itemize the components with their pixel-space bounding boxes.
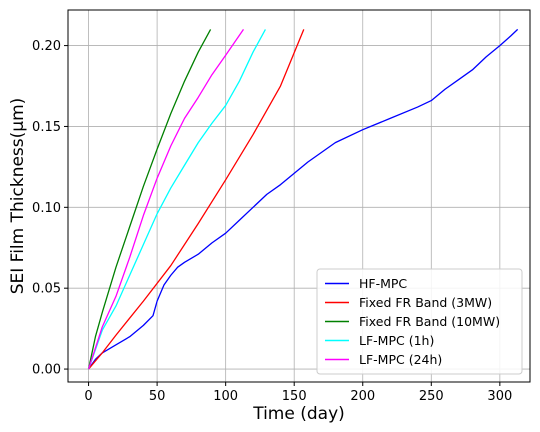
legend-frame xyxy=(316,268,523,375)
legend-label: Fixed FR Band (3MW) xyxy=(359,295,492,310)
series-group xyxy=(87,28,519,370)
plot-frame xyxy=(67,9,531,383)
y-tick-label: 0.10 xyxy=(32,201,61,216)
y-axis-label: SEI Film Thickness(μm) xyxy=(8,98,28,295)
y-tick-label: 0.05 xyxy=(32,282,61,297)
x-tick-label: 300 xyxy=(487,389,512,404)
x-tick-label: 150 xyxy=(282,389,307,404)
legend-label: Fixed FR Band (10MW) xyxy=(359,314,500,329)
legend-label: LF-MPC (1h) xyxy=(359,333,434,348)
legend-label: LF-MPC (24h) xyxy=(359,352,442,367)
y-tick-label: 0.00 xyxy=(32,363,61,378)
x-tick-label: 50 xyxy=(149,389,166,404)
series-line-2 xyxy=(88,29,305,370)
series-line-1 xyxy=(88,28,519,370)
series-line-5 xyxy=(87,29,245,370)
y-axis-ticks: 0.00 0.05 0.10 0.15 0.20 xyxy=(32,39,68,378)
series-line-4 xyxy=(87,29,266,370)
y-tick-label: 0.20 xyxy=(32,39,61,54)
x-tick-label: 250 xyxy=(419,389,444,404)
grid xyxy=(68,10,530,382)
x-axis-label: Time (day) xyxy=(252,404,345,424)
legend-label: HF-MPC xyxy=(359,276,407,291)
x-tick-label: 100 xyxy=(213,389,238,404)
x-tick-label: 200 xyxy=(350,389,375,404)
series-line-3 xyxy=(87,29,212,370)
y-tick-label: 0.15 xyxy=(32,120,61,135)
x-tick-label: 0 xyxy=(84,389,92,404)
legend: HF-MPC Fixed FR Band (3MW) Fixed FR Band (… xyxy=(316,268,523,375)
x-axis-ticks: 0 50 100 150 200 250 300 xyxy=(84,382,512,404)
